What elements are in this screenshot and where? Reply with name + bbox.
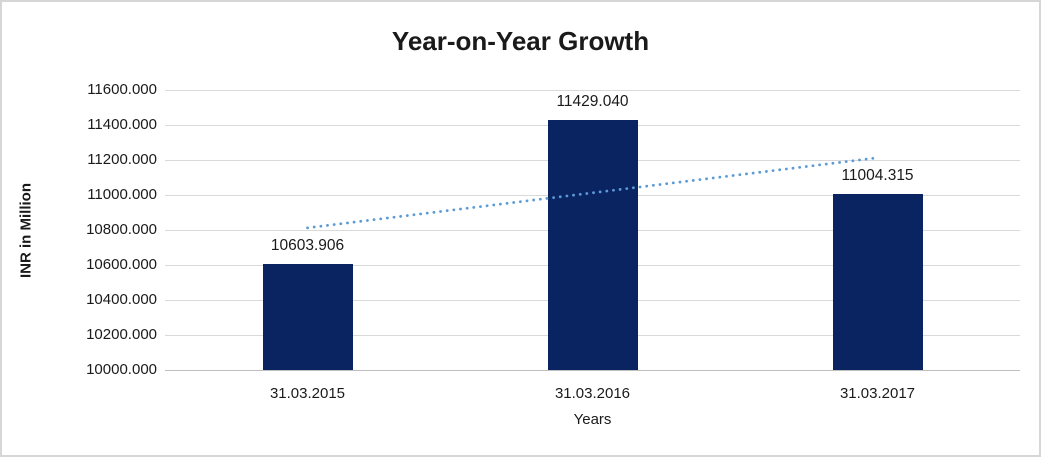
- x-axis-title: Years: [573, 411, 612, 428]
- bar: [547, 119, 638, 370]
- y-tick-label: 10600.000: [86, 256, 157, 273]
- y-tick-label: 11000.000: [87, 186, 157, 203]
- bar: [262, 264, 353, 370]
- x-tick-label: 31.03.2017: [839, 385, 916, 402]
- y-axis-title: INR in Million: [17, 183, 35, 278]
- y-tick-label: 11600.000: [87, 81, 157, 98]
- y-tick-label: 10400.000: [86, 291, 157, 308]
- chart-title: Year-on-Year Growth: [391, 26, 650, 56]
- y-tick-label: 11200.000: [87, 151, 157, 168]
- gridline: [165, 370, 1020, 371]
- bar-data-label: 11429.040: [556, 92, 629, 110]
- bar-data-label: 11004.315: [841, 167, 914, 185]
- bar-data-label: 10603.906: [270, 237, 345, 255]
- y-tick-label: 11400.000: [87, 116, 157, 133]
- bar: [832, 194, 923, 370]
- plot-area: 10603.906 11429.040 11004.315: [165, 90, 1020, 371]
- y-tick-label: 10200.000: [86, 326, 157, 343]
- y-tick-label: 10000.000: [86, 361, 157, 378]
- gridline: [165, 90, 1020, 91]
- x-tick-label: 31.03.2016: [554, 385, 631, 402]
- x-tick-label: 31.03.2015: [269, 385, 346, 402]
- y-tick-label: 10800.000: [86, 221, 157, 238]
- trendline: [306, 156, 879, 230]
